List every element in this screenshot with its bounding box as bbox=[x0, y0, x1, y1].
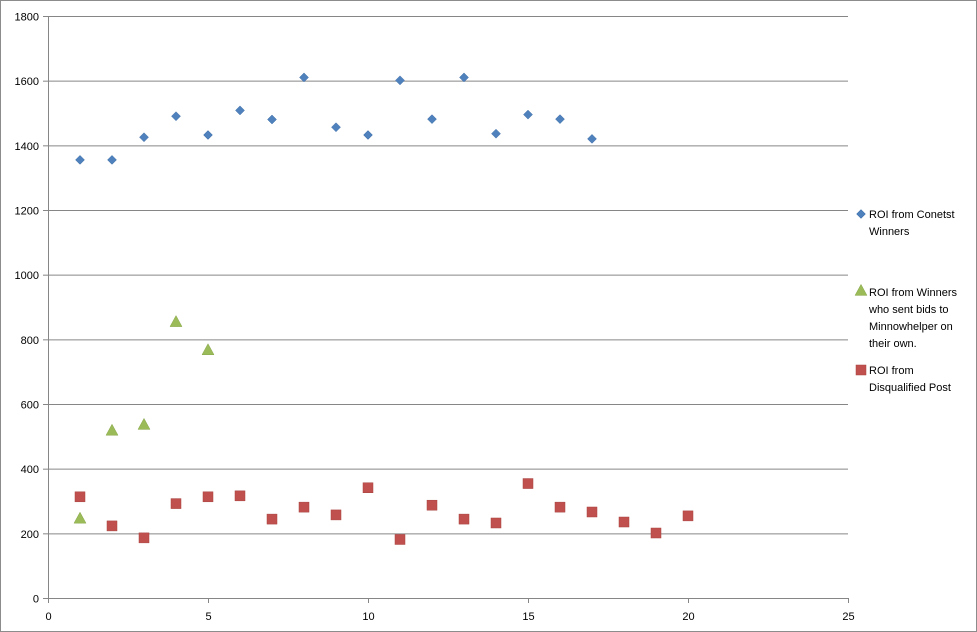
x-tick-label: 0 bbox=[45, 611, 51, 623]
series-triangle bbox=[73, 315, 215, 524]
series-square bbox=[74, 478, 694, 545]
y-tick-label: 1200 bbox=[15, 206, 39, 218]
legend-label-line: ROI from bbox=[869, 365, 914, 377]
square-point bbox=[586, 506, 598, 518]
y-tick-label: 1400 bbox=[15, 141, 39, 153]
square-point bbox=[554, 501, 566, 513]
diamond-point bbox=[139, 132, 149, 143]
square-point bbox=[202, 491, 214, 503]
square-point bbox=[330, 509, 342, 521]
square-point bbox=[170, 498, 182, 509]
square-point bbox=[74, 491, 86, 503]
y-tick-label: 600 bbox=[21, 400, 39, 412]
legend-item: ROI from Conetst Winners bbox=[856, 209, 955, 238]
y-tick-label: 800 bbox=[21, 335, 39, 347]
y-tick-label: 1800 bbox=[15, 12, 39, 24]
series-diamond bbox=[75, 72, 597, 165]
legend-label-line: Winners bbox=[869, 226, 910, 238]
y-tick-label: 400 bbox=[21, 464, 39, 476]
legend-square-icon bbox=[855, 364, 867, 376]
square-point bbox=[522, 478, 534, 489]
tick-labels: 0 200 400 600 800 1000 1200 1400 1600 1800 0 5 10 15 2… bbox=[15, 12, 855, 624]
legend-label-line: Minnowhelper on bbox=[869, 321, 953, 333]
triangle-point bbox=[73, 511, 87, 524]
square-point bbox=[458, 513, 470, 525]
square-point bbox=[682, 510, 694, 522]
legend-diamond-icon bbox=[856, 209, 866, 219]
diamond-point bbox=[203, 130, 213, 140]
gridlines bbox=[48, 16, 848, 535]
y-tick-label: 1600 bbox=[15, 76, 39, 88]
diamond-point bbox=[267, 114, 277, 125]
triangle-point bbox=[105, 423, 119, 436]
x-tick-label: 5 bbox=[205, 611, 211, 623]
data-markers bbox=[73, 72, 694, 545]
x-tick-label: 20 bbox=[682, 611, 694, 623]
square-point bbox=[426, 499, 438, 511]
legend-item: ROI from Winners who sent bids to Minnowhe… bbox=[854, 283, 958, 350]
legend-label-line: ROI from Conetst bbox=[869, 209, 955, 221]
diamond-point bbox=[395, 75, 405, 86]
legend-label-line: Disqualified Post bbox=[869, 382, 951, 394]
square-point bbox=[490, 517, 502, 529]
diamond-point bbox=[75, 155, 85, 165]
square-point bbox=[650, 527, 662, 539]
diamond-point bbox=[491, 128, 501, 139]
diamond-point bbox=[555, 114, 565, 124]
diamond-point bbox=[427, 114, 437, 124]
x-tick-label: 25 bbox=[842, 611, 854, 623]
diamond-point bbox=[363, 130, 373, 140]
diamond-point bbox=[299, 72, 309, 83]
diamond-point bbox=[235, 105, 245, 116]
triangle-point bbox=[169, 315, 183, 327]
square-point bbox=[362, 482, 374, 493]
y-tick-label: 0 bbox=[33, 594, 39, 606]
axes bbox=[43, 16, 849, 603]
triangle-point bbox=[137, 417, 151, 430]
square-point bbox=[138, 532, 150, 544]
square-point bbox=[298, 501, 310, 513]
square-point bbox=[234, 490, 246, 502]
legend: ROI from Conetst Winners ROI from Winners w… bbox=[854, 209, 958, 394]
legend-label-line: ROI from Winners bbox=[869, 287, 958, 299]
legend-item: ROI from Disqualified Post bbox=[855, 364, 951, 394]
square-point bbox=[266, 513, 278, 525]
diamond-point bbox=[107, 155, 117, 165]
x-tick-label: 10 bbox=[362, 611, 374, 623]
y-tick-label: 200 bbox=[21, 529, 39, 541]
square-point bbox=[106, 520, 118, 532]
square-point bbox=[394, 534, 406, 545]
legend-triangle-icon bbox=[854, 283, 868, 296]
legend-label-line: their own. bbox=[869, 338, 917, 350]
square-point bbox=[618, 516, 630, 528]
diamond-point bbox=[587, 134, 597, 144]
diamond-point bbox=[331, 122, 341, 133]
triangle-point bbox=[201, 343, 215, 355]
diamond-point bbox=[171, 111, 181, 122]
y-tick-label: 1000 bbox=[15, 270, 39, 282]
legend-label-line: who sent bids to bbox=[868, 304, 949, 316]
x-tick-label: 15 bbox=[522, 611, 534, 623]
diamond-point bbox=[459, 72, 469, 83]
diamond-point bbox=[523, 109, 533, 120]
